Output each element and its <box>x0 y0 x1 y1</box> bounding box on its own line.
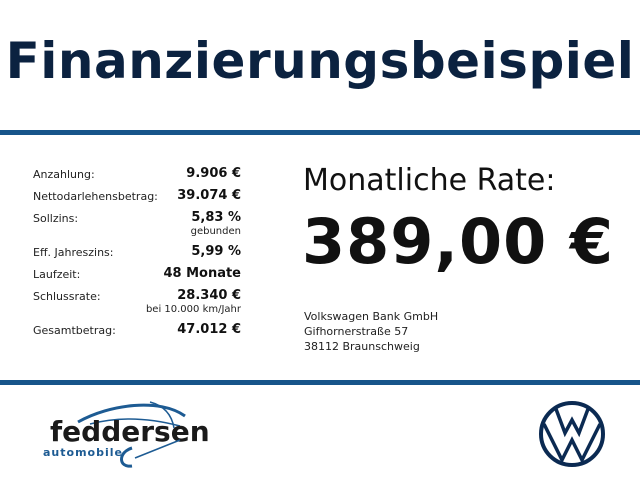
bank-city: 38112 Braunschweig <box>304 340 420 353</box>
detail-label: Schlussrate: <box>33 290 101 303</box>
detail-label: Sollzins: <box>33 212 79 225</box>
detail-value-box: 5,99 % <box>191 244 241 259</box>
detail-value: 5,99 % <box>191 244 241 259</box>
detail-value-box: 47.012 € <box>177 322 241 337</box>
detail-value: 28.340 € <box>177 288 241 303</box>
feddersen-logo: feddersen automobile <box>43 401 210 468</box>
detail-value: 47.012 € <box>177 322 241 337</box>
detail-value: 9.906 € <box>186 166 241 181</box>
detail-value-box: 5,83 % gebunden <box>191 210 241 237</box>
detail-row: Laufzeit: 48 Monate <box>33 266 241 281</box>
detail-row: Sollzins: 5,83 % gebunden <box>33 210 241 237</box>
page-title: Finanzierungsbeispiel <box>5 32 635 90</box>
detail-row: Schlussrate: 28.340 € bei 10.000 km/Jahr <box>33 288 241 315</box>
vw-logo <box>539 401 605 467</box>
detail-row: Anzahlung: 9.906 € <box>33 166 241 181</box>
detail-label: Eff. Jahreszins: <box>33 246 114 259</box>
bank-name: Volkswagen Bank GmbH <box>304 310 439 323</box>
detail-value: 5,83 % <box>191 210 241 225</box>
detail-row: Eff. Jahreszins: 5,99 % <box>33 244 241 259</box>
bank-street: Gifhornerstraße 57 <box>304 325 409 338</box>
financing-details: Anzahlung: 9.906 € Nettodarlehensbetrag: … <box>33 166 241 344</box>
detail-value-box: 9.906 € <box>186 166 241 181</box>
detail-note: bei 10.000 km/Jahr <box>145 304 241 315</box>
svg-text:automobile: automobile <box>43 446 123 459</box>
detail-value: 39.074 € <box>177 188 241 203</box>
divider-bottom <box>0 380 640 385</box>
detail-label: Gesamtbetrag: <box>33 324 116 337</box>
divider-top <box>0 130 640 135</box>
monthly-rate-value: 389,00 € <box>302 205 614 278</box>
detail-row: Gesamtbetrag: 47.012 € <box>33 322 241 337</box>
detail-row: Nettodarlehensbetrag: 39.074 € <box>33 188 241 203</box>
detail-value-box: 39.074 € <box>177 188 241 203</box>
detail-value-box: 48 Monate <box>163 266 241 281</box>
bank-address: Volkswagen Bank GmbH Gifhornerstraße 57 … <box>304 309 438 354</box>
detail-label: Anzahlung: <box>33 168 95 181</box>
detail-label: Nettodarlehensbetrag: <box>33 190 158 203</box>
detail-value: 48 Monate <box>163 266 241 281</box>
detail-note: gebunden <box>190 226 241 237</box>
detail-label: Laufzeit: <box>33 268 81 281</box>
svg-text:feddersen: feddersen <box>50 415 210 448</box>
monthly-rate-label: Monatliche Rate: <box>303 163 556 198</box>
detail-value-box: 28.340 € bei 10.000 km/Jahr <box>146 288 241 315</box>
